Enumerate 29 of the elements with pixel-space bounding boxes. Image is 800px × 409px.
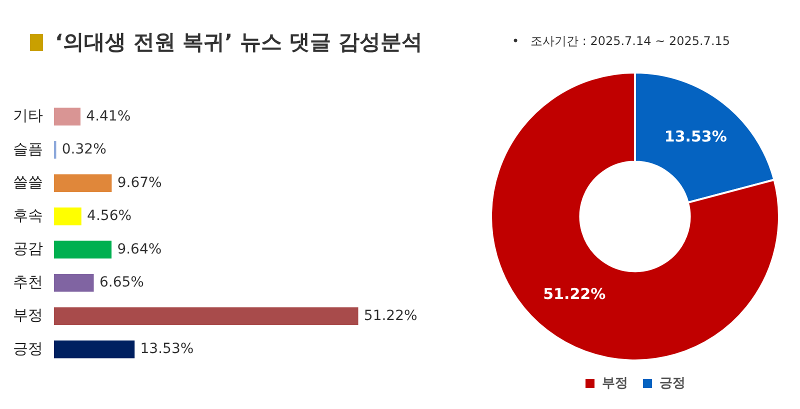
data-label: 51.22%: [364, 308, 418, 324]
y-tick-label: 추천: [13, 272, 43, 291]
data-label: 13.53%: [664, 128, 727, 146]
y-tick-label: 쓸쓸: [13, 173, 43, 192]
bar: [54, 174, 112, 192]
y-tick-label: 공감: [13, 240, 43, 258]
bar: [54, 340, 135, 358]
text: • 조사기간 : 2025.7.14 ~ 2025.7.15: [512, 33, 730, 50]
bar: [54, 274, 94, 292]
bar: [54, 108, 80, 126]
data-label: 9.67%: [117, 174, 162, 191]
bar: [54, 307, 358, 325]
data-label: 9.64%: [117, 241, 162, 258]
data-label: 13.53%: [140, 341, 194, 358]
legend-label: 부정: [602, 376, 628, 391]
y-tick-label: 후속: [13, 206, 43, 224]
bar: [54, 240, 112, 258]
data-label: 0.32%: [62, 142, 106, 158]
data-label: 4.41%: [86, 108, 131, 124]
y-tick-label: 부정: [13, 306, 43, 324]
data-label: 4.56%: [87, 208, 132, 224]
legend-label: 긍정: [660, 376, 686, 391]
y-tick-label: 슬픔: [13, 140, 43, 158]
bar: [54, 208, 82, 226]
y-tick-label: 기타: [13, 106, 43, 125]
data-label: 6.65%: [99, 274, 144, 291]
chart-title: ‘의대생 전원 복귀’ 뉴스 댓글 감성분석: [55, 29, 423, 56]
data-label: 51.22%: [543, 285, 606, 304]
y-tick-label: 긍정: [13, 339, 43, 358]
